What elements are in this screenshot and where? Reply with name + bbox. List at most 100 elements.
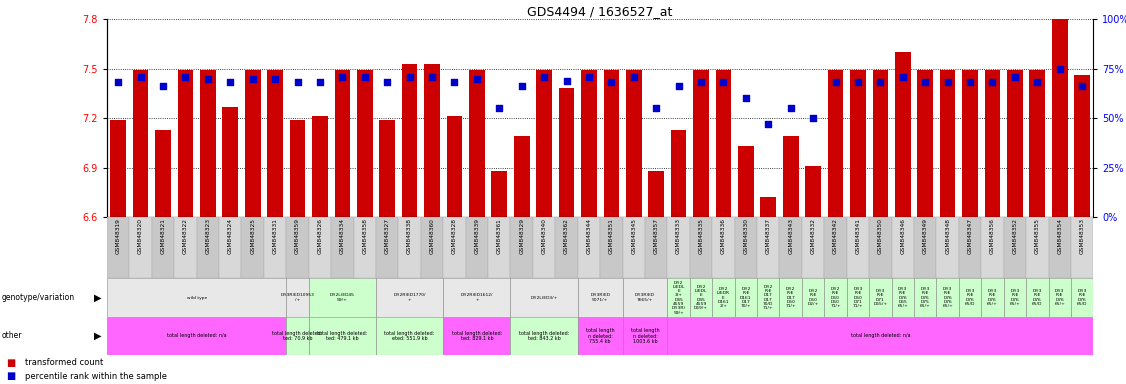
Bar <box>734 278 757 317</box>
Bar <box>376 317 444 355</box>
Text: ■: ■ <box>6 371 15 381</box>
Text: total length
n deleted:
1003.6 kb: total length n deleted: 1003.6 kb <box>631 328 660 344</box>
Text: GSM848328: GSM848328 <box>452 218 457 254</box>
Text: GSM848360: GSM848360 <box>429 218 435 254</box>
Bar <box>690 217 713 278</box>
Point <box>962 79 980 86</box>
Bar <box>129 217 152 278</box>
Point <box>983 79 1001 86</box>
Text: GSM848337: GSM848337 <box>766 218 771 254</box>
Bar <box>895 52 911 217</box>
Bar <box>581 70 597 217</box>
Bar <box>578 278 623 317</box>
Bar <box>175 217 197 278</box>
Point <box>804 115 822 121</box>
Text: Df(3
R)E
D76
D76
65/+: Df(3 R)E D76 D76 65/+ <box>942 287 953 308</box>
Bar <box>152 217 175 278</box>
Text: GSM848327: GSM848327 <box>385 218 390 254</box>
Text: GSM848329: GSM848329 <box>519 218 525 254</box>
Point <box>512 83 530 89</box>
Text: GSM848346: GSM848346 <box>901 218 905 254</box>
Bar <box>892 217 914 278</box>
Bar <box>107 278 286 317</box>
Bar <box>779 278 802 317</box>
Text: Df(3R)ED
7665/+: Df(3R)ED 7665/+ <box>635 293 655 302</box>
Point <box>154 83 172 89</box>
Text: GSM848358: GSM848358 <box>363 218 367 254</box>
Bar <box>1003 217 1026 278</box>
Text: total length deleted:
ted: 843.2 kb: total length deleted: ted: 843.2 kb <box>519 331 570 341</box>
Bar <box>1029 70 1045 217</box>
Bar <box>757 278 779 317</box>
Bar <box>981 278 1003 317</box>
Bar <box>510 278 578 317</box>
Text: GSM848331: GSM848331 <box>272 218 278 254</box>
Bar <box>805 166 821 217</box>
Text: ▶: ▶ <box>93 331 101 341</box>
Point <box>670 83 688 89</box>
Point <box>378 79 396 86</box>
Bar <box>668 278 690 317</box>
Text: GSM848354: GSM848354 <box>1057 218 1062 254</box>
Text: Df(2L)ED3/+: Df(2L)ED3/+ <box>530 296 557 300</box>
Bar <box>289 120 305 217</box>
Text: GSM848343: GSM848343 <box>788 218 793 254</box>
Text: Df(2
R)E
D17
D50
71/+: Df(2 R)E D17 D50 71/+ <box>786 287 796 308</box>
Bar <box>286 217 309 278</box>
Text: Df(2
R)E
D17
D17
70/D
71/+: Df(2 R)E D17 D17 70/D 71/+ <box>763 285 774 310</box>
Point <box>401 73 419 79</box>
Title: GDS4494 / 1636527_at: GDS4494 / 1636527_at <box>527 5 673 18</box>
Text: GSM848324: GSM848324 <box>227 218 233 254</box>
Text: Df(2
L)EDL
E
3/+
D45
4559
Df(3R)
59/+: Df(2 L)EDL E 3/+ D45 4559 Df(3R) 59/+ <box>671 281 686 314</box>
Text: percentile rank within the sample: percentile rank within the sample <box>25 372 167 381</box>
Bar <box>1003 278 1026 317</box>
Bar <box>510 317 578 355</box>
Bar <box>914 278 937 317</box>
Text: GSM848347: GSM848347 <box>967 218 973 254</box>
Bar <box>470 70 484 217</box>
Bar <box>649 171 664 217</box>
Text: GSM848323: GSM848323 <box>205 218 211 254</box>
Text: GSM848332: GSM848332 <box>811 218 815 254</box>
Bar <box>623 217 645 278</box>
Point <box>894 73 912 79</box>
Point <box>423 73 441 79</box>
Bar <box>533 217 555 278</box>
Bar <box>892 278 914 317</box>
Text: GSM848362: GSM848362 <box>564 218 569 254</box>
Bar <box>488 217 510 278</box>
Text: GSM848353: GSM848353 <box>1080 218 1084 254</box>
Bar <box>444 278 510 317</box>
Bar <box>399 217 421 278</box>
Point <box>199 76 217 82</box>
Text: GSM848325: GSM848325 <box>250 218 256 254</box>
Text: total length deleted:
ted: 479.1 kb: total length deleted: ted: 479.1 kb <box>318 331 367 341</box>
Point <box>647 105 665 111</box>
Bar <box>263 217 286 278</box>
Point <box>109 79 127 86</box>
Text: GSM848359: GSM848359 <box>295 218 300 254</box>
Text: GSM848340: GSM848340 <box>542 218 546 254</box>
Bar <box>466 217 488 278</box>
Point <box>221 79 240 86</box>
Bar <box>312 116 328 217</box>
Bar <box>444 317 510 355</box>
Bar <box>444 217 466 278</box>
Text: GSM848344: GSM848344 <box>587 218 591 254</box>
Point <box>311 79 329 86</box>
Bar <box>309 217 331 278</box>
Bar <box>626 70 642 217</box>
Bar <box>241 217 263 278</box>
Bar <box>869 217 892 278</box>
Bar <box>178 70 194 217</box>
Point <box>288 79 306 86</box>
Bar <box>940 70 956 217</box>
Text: GSM848361: GSM848361 <box>497 218 502 254</box>
Bar <box>959 217 981 278</box>
Bar <box>110 120 126 217</box>
Bar <box>671 130 687 217</box>
Bar <box>558 88 574 217</box>
Bar <box>1074 75 1090 217</box>
Text: GSM848335: GSM848335 <box>698 218 704 254</box>
Bar <box>379 120 395 217</box>
